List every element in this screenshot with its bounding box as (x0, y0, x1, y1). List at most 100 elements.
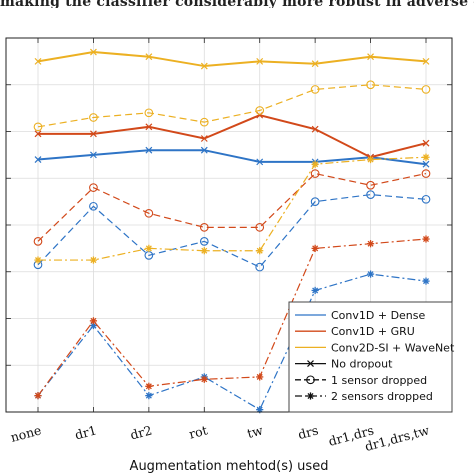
data-point (145, 146, 153, 154)
data-point (421, 194, 431, 204)
data-point (311, 60, 319, 68)
series-line (38, 114, 427, 159)
series-line (38, 156, 427, 261)
data-point (422, 235, 430, 243)
data-point (310, 169, 320, 178)
x-axis-label: Augmentation mehtod(s) used (130, 459, 329, 474)
caption-fragment: making the classifier considerably more … (0, 0, 474, 8)
data-point (256, 158, 264, 166)
data-point (200, 247, 208, 255)
data-point (89, 183, 98, 192)
data-point (33, 237, 43, 246)
data-point (422, 277, 430, 285)
series-4 (33, 169, 431, 246)
series-line (37, 172, 427, 242)
data-point (34, 130, 42, 138)
data-point (144, 108, 154, 118)
legend-box (288, 301, 453, 413)
legend-item: Conv2D-SI + WaveNet (295, 341, 455, 354)
data-point (366, 180, 375, 190)
data-point (256, 373, 264, 381)
data-point (34, 392, 42, 400)
legend-marker (306, 392, 315, 400)
data-point (422, 139, 430, 147)
data-point (200, 375, 208, 383)
data-point (200, 135, 208, 142)
data-point (89, 201, 98, 211)
series-line (37, 149, 427, 166)
data-point (422, 160, 430, 168)
data-point (33, 122, 43, 132)
series-layer (33, 48, 431, 414)
legend-item: 1 sensor dropped (295, 374, 427, 387)
legend-label: Conv1D + Dense (331, 309, 426, 322)
data-point (366, 190, 375, 199)
data-point (367, 53, 374, 61)
series-line (37, 238, 427, 396)
legend-label: Conv2D-SI + WaveNet (331, 341, 455, 354)
data-point (422, 153, 430, 161)
legend-marker (306, 375, 315, 385)
legend-item: No dropout (295, 358, 393, 371)
data-point (311, 244, 319, 252)
series-2 (34, 48, 430, 70)
data-point (421, 85, 431, 94)
data-point (145, 392, 153, 400)
data-point (256, 111, 264, 119)
series-5 (33, 80, 431, 132)
data-point (256, 57, 264, 65)
legend-item: Conv1D + Dense (295, 309, 426, 322)
data-point (89, 256, 98, 264)
data-point (145, 382, 153, 390)
data-point (145, 53, 153, 61)
data-point (255, 222, 265, 232)
x-tick-label: rot (187, 422, 209, 441)
series-line (37, 273, 427, 411)
data-point (34, 156, 42, 163)
legend-item: 2 sensors dropped (295, 390, 433, 403)
data-point (366, 270, 375, 278)
legend-item: Conv1D + GRU (295, 325, 415, 338)
data-point (311, 286, 319, 295)
series-7 (34, 235, 430, 400)
data-point (90, 48, 97, 56)
data-point (421, 169, 431, 178)
plot-frame (5, 37, 453, 413)
data-point (90, 130, 97, 138)
data-point (145, 123, 153, 131)
series-line (37, 194, 427, 268)
series-3 (33, 190, 431, 272)
x-tick-label: none (9, 422, 43, 445)
legend-label: No dropout (331, 358, 393, 371)
x-tick-label: dr1,drs,tw (363, 422, 431, 454)
x-tick-label: drs (296, 422, 320, 442)
data-point (311, 125, 319, 133)
legend: Conv1D + Dense Conv1D + GRU Conv2D-SI + Wa… (288, 301, 455, 413)
legend-label: 2 sensors dropped (331, 390, 433, 403)
legend-label: 1 sensor dropped (331, 374, 427, 387)
data-point (34, 57, 42, 65)
data-point (199, 237, 209, 246)
data-point (34, 256, 42, 264)
data-point (256, 247, 264, 255)
data-point (90, 151, 97, 159)
legend-marker (307, 360, 314, 368)
data-point (145, 244, 153, 252)
data-point (366, 155, 375, 164)
series-8 (34, 153, 430, 264)
data-point (200, 146, 208, 154)
series-line (37, 84, 427, 128)
data-point (366, 240, 375, 248)
data-point (200, 62, 208, 70)
data-point (310, 197, 320, 206)
legend-label: Conv1D + GRU (331, 325, 415, 338)
data-point (199, 222, 209, 232)
series-line (37, 51, 427, 68)
data-point (255, 106, 265, 115)
data-point (310, 85, 320, 94)
data-point (366, 80, 375, 90)
data-point (199, 117, 209, 127)
x-tick-label: dr1 (73, 422, 98, 442)
